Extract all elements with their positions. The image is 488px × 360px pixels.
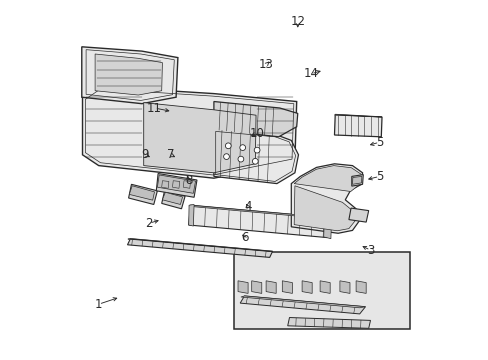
Text: 12: 12 (290, 15, 305, 28)
Bar (233, 252, 409, 329)
Polygon shape (251, 281, 261, 293)
Polygon shape (188, 205, 330, 238)
Polygon shape (265, 281, 276, 293)
Circle shape (223, 154, 229, 159)
Circle shape (252, 158, 258, 164)
Polygon shape (294, 166, 361, 192)
Circle shape (239, 145, 245, 150)
Polygon shape (294, 186, 355, 231)
Polygon shape (156, 174, 197, 197)
Text: 14: 14 (303, 67, 318, 80)
Polygon shape (188, 204, 194, 226)
Circle shape (238, 156, 244, 162)
Text: 1: 1 (95, 298, 102, 311)
Circle shape (254, 147, 260, 153)
Polygon shape (320, 281, 329, 293)
Text: 2: 2 (145, 217, 153, 230)
Polygon shape (213, 130, 298, 184)
Polygon shape (162, 191, 185, 209)
Text: 5: 5 (375, 170, 383, 183)
Polygon shape (291, 164, 362, 233)
Polygon shape (238, 281, 247, 293)
Polygon shape (95, 54, 162, 95)
Polygon shape (351, 175, 363, 186)
Polygon shape (339, 281, 349, 293)
Polygon shape (127, 239, 272, 257)
Polygon shape (334, 114, 381, 137)
Polygon shape (323, 217, 331, 239)
Polygon shape (240, 296, 365, 314)
Polygon shape (287, 318, 370, 328)
Polygon shape (355, 281, 366, 293)
Polygon shape (213, 102, 297, 137)
Polygon shape (172, 181, 179, 188)
Polygon shape (302, 281, 311, 293)
Text: 4: 4 (244, 201, 251, 213)
Polygon shape (334, 114, 381, 117)
Text: 5: 5 (375, 136, 383, 149)
Polygon shape (348, 208, 368, 222)
Text: 11: 11 (147, 102, 162, 114)
Polygon shape (81, 47, 178, 104)
Polygon shape (183, 181, 190, 188)
Polygon shape (189, 205, 330, 219)
Polygon shape (82, 86, 296, 178)
Polygon shape (162, 192, 182, 204)
Text: 9: 9 (142, 148, 149, 161)
Text: 6: 6 (240, 231, 248, 244)
Polygon shape (128, 184, 157, 204)
Polygon shape (129, 186, 154, 200)
Polygon shape (143, 103, 256, 173)
Text: 3: 3 (366, 244, 373, 257)
Polygon shape (157, 175, 195, 193)
Circle shape (225, 143, 231, 149)
Polygon shape (352, 176, 361, 184)
Text: 7: 7 (166, 148, 174, 161)
Text: 10: 10 (249, 127, 264, 140)
Polygon shape (282, 281, 292, 293)
Text: 13: 13 (258, 58, 273, 71)
Polygon shape (241, 296, 365, 308)
Text: 8: 8 (184, 174, 192, 186)
Polygon shape (162, 181, 168, 188)
Polygon shape (127, 239, 272, 252)
